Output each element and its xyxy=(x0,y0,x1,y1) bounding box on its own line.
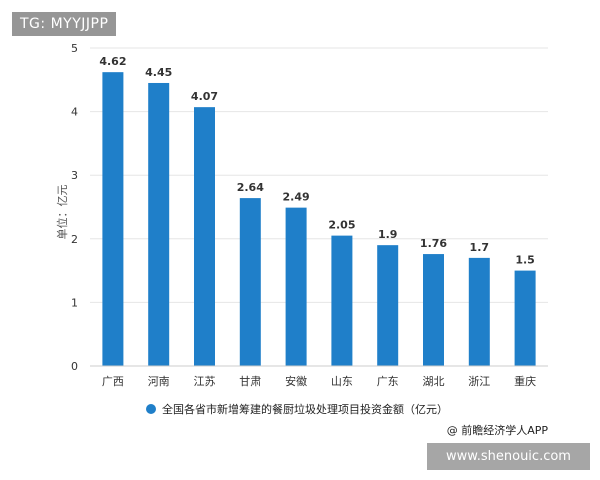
x-tick-label: 湖北 xyxy=(423,375,445,388)
legend: 全国各省市新增筹建的餐厨垃圾处理项目投资金额（亿元） xyxy=(146,402,448,416)
watermark-tag: TG: MYYJJPP xyxy=(12,12,117,36)
bar-value-label: 1.9 xyxy=(378,228,398,241)
bar xyxy=(331,235,353,366)
x-axis-ticks: 广西 河南 江苏 甘肃 安徽 山东 广东 湖北 浙江 重庆 xyxy=(102,374,536,388)
value-labels: 4.62 4.45 4.07 2.64 2.49 2.05 1.9 1.76 1.7 1.5 xyxy=(99,55,535,266)
bars xyxy=(102,72,536,366)
x-tick-label: 广西 xyxy=(102,375,124,388)
source-note: @ 前瞻经济学人APP xyxy=(447,423,549,437)
x-tick-label: 安徽 xyxy=(285,374,307,388)
bar xyxy=(194,107,215,366)
bar-value-label: 2.05 xyxy=(328,219,355,232)
x-tick-label: 重庆 xyxy=(514,374,536,388)
legend-label: 全国各省市新增筹建的餐厨垃圾处理项目投资金额（亿元） xyxy=(162,402,448,416)
x-tick-label: 甘肃 xyxy=(239,375,261,388)
x-tick-label: 山东 xyxy=(331,375,353,388)
bar-value-label: 2.49 xyxy=(283,191,310,204)
bar-value-label: 2.64 xyxy=(237,181,264,194)
bar xyxy=(239,198,261,366)
legend-marker xyxy=(146,404,156,414)
bar xyxy=(423,254,444,366)
y-tick-label: 5 xyxy=(71,42,78,55)
y-tick-label: 3 xyxy=(71,169,78,182)
y-tick-label: 2 xyxy=(71,233,78,246)
x-tick-label: 浙江 xyxy=(468,375,490,388)
x-tick-label: 广东 xyxy=(377,375,399,388)
y-tick-label: 4 xyxy=(71,106,78,119)
y-tick-label: 0 xyxy=(71,360,78,373)
bar xyxy=(468,257,490,366)
bar xyxy=(102,72,124,366)
y-axis-label: 单位：亿元 xyxy=(55,185,69,240)
y-tick-label: 1 xyxy=(71,296,78,309)
x-tick-label: 江苏 xyxy=(194,375,216,388)
bar-value-label: 1.76 xyxy=(420,237,447,250)
bar xyxy=(514,270,536,366)
bar-value-label: 1.5 xyxy=(515,254,535,267)
bar xyxy=(285,207,307,366)
bar-value-label: 1.7 xyxy=(470,241,490,254)
site-label: www.shenouic.com xyxy=(427,443,590,470)
bar xyxy=(377,245,399,366)
bar-value-label: 4.62 xyxy=(99,55,126,68)
bar xyxy=(148,82,170,366)
x-tick-label: 河南 xyxy=(148,375,170,388)
bar-value-label: 4.45 xyxy=(145,66,172,79)
y-axis-ticks: 0 1 2 3 4 5 xyxy=(71,42,78,373)
bar-value-label: 4.07 xyxy=(191,90,218,103)
